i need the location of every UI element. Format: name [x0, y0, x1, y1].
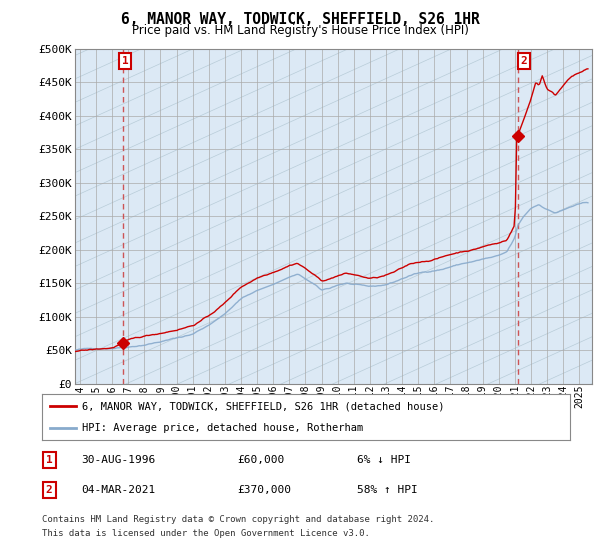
- Text: Contains HM Land Registry data © Crown copyright and database right 2024.: Contains HM Land Registry data © Crown c…: [42, 515, 434, 524]
- Text: 6% ↓ HPI: 6% ↓ HPI: [357, 455, 411, 465]
- Text: 2: 2: [46, 485, 53, 495]
- Text: 6, MANOR WAY, TODWICK, SHEFFIELD, S26 1HR: 6, MANOR WAY, TODWICK, SHEFFIELD, S26 1H…: [121, 12, 479, 27]
- Text: 1: 1: [46, 455, 53, 465]
- Text: 6, MANOR WAY, TODWICK, SHEFFIELD, S26 1HR (detached house): 6, MANOR WAY, TODWICK, SHEFFIELD, S26 1H…: [82, 401, 444, 411]
- Text: HPI: Average price, detached house, Rotherham: HPI: Average price, detached house, Roth…: [82, 423, 363, 433]
- Text: 04-MAR-2021: 04-MAR-2021: [81, 485, 155, 495]
- Text: 2: 2: [521, 56, 527, 66]
- Text: 30-AUG-1996: 30-AUG-1996: [81, 455, 155, 465]
- Text: Price paid vs. HM Land Registry's House Price Index (HPI): Price paid vs. HM Land Registry's House …: [131, 24, 469, 37]
- Text: This data is licensed under the Open Government Licence v3.0.: This data is licensed under the Open Gov…: [42, 529, 370, 538]
- Text: £60,000: £60,000: [237, 455, 284, 465]
- Text: 1: 1: [122, 56, 128, 66]
- Text: £370,000: £370,000: [237, 485, 291, 495]
- Text: 58% ↑ HPI: 58% ↑ HPI: [357, 485, 418, 495]
